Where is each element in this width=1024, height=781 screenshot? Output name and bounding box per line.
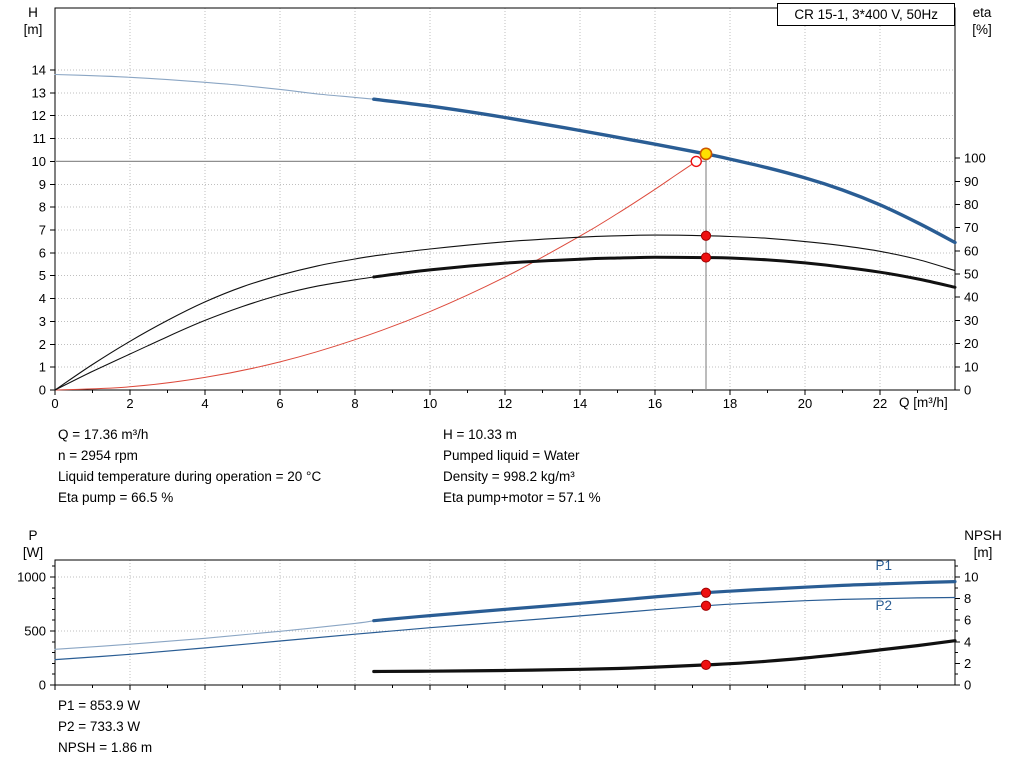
operating-data-left-column: Q = 17.36 m³/h n = 2954 rpm Liquid tempe… <box>58 424 321 508</box>
eta-axis-title-symbol: eta <box>972 5 992 20</box>
y-left-tick-label: 13 <box>32 85 46 100</box>
y-left-tick-label: 1 <box>39 360 46 375</box>
eta-axis-title: eta [%] <box>958 4 1006 38</box>
p2-point <box>700 600 712 611</box>
x-axis-tick-label: 6 <box>276 396 283 411</box>
eta-pump-motor-curve-min-flow <box>54 276 375 391</box>
eta-pump-motor-curve <box>372 255 957 289</box>
p1-curve-label: P1 <box>875 558 892 573</box>
y-right-tick-label: 60 <box>964 243 978 258</box>
operating-data-right-column: H = 10.33 m Pumped liquid = Water Densit… <box>443 424 601 508</box>
npsh-axis-title-symbol: NPSH <box>964 528 1002 543</box>
info-eta-pump-motor: Eta pump+motor = 57.1 % <box>443 490 601 505</box>
x-axis-tick-label: 4 <box>201 396 208 411</box>
y-left-tick-label: 7 <box>39 222 46 237</box>
y-right-tick-label: 90 <box>964 174 978 189</box>
y-right-tick-label: 10 <box>964 359 978 374</box>
y-right-tick-label: 70 <box>964 220 978 235</box>
y-left-tick-label: 3 <box>39 314 46 329</box>
x-axis-tick-label: 12 <box>498 396 512 411</box>
x-axis-tick-label: 20 <box>798 396 812 411</box>
info-flow: Q = 17.36 m³/h <box>58 427 149 442</box>
y-left-tick-label: 8 <box>39 200 46 215</box>
x-axis-tick-label: 14 <box>573 396 587 411</box>
y-right-tick-label: 80 <box>964 197 978 212</box>
eta-pump-curve <box>54 234 956 391</box>
h-axis-title: H [m] <box>12 4 54 38</box>
npsh-axis-title: NPSH [m] <box>950 527 1016 561</box>
y-left-tick-label: 11 <box>33 131 47 146</box>
p2-curve-label: P2 <box>875 598 892 613</box>
p-axis-title-symbol: P <box>28 528 38 543</box>
x-axis-tick-label: 2 <box>126 396 133 411</box>
requested-duty-point <box>690 155 702 168</box>
eta-pump-point <box>700 230 712 241</box>
p2-curve <box>54 596 956 661</box>
y-right-tick-label: 6 <box>964 613 971 628</box>
info-liquid: Pumped liquid = Water <box>443 448 580 463</box>
p1-curve <box>372 580 957 623</box>
info-p2: P2 = 733.3 W <box>58 719 141 734</box>
y-right-tick-label: 0 <box>964 678 971 693</box>
info-npsh: NPSH = 1.86 m <box>58 740 153 755</box>
x-axis-tick-label: 8 <box>351 396 358 411</box>
pump-model-label: CR 15-1, 3*400 V, 50Hz <box>777 3 955 26</box>
npsh-curve <box>372 639 957 674</box>
info-eta-pump: Eta pump = 66.5 % <box>58 490 174 505</box>
h-axis-title-unit: [m] <box>23 22 43 37</box>
head-curve-min-flow <box>54 73 375 100</box>
info-speed: n = 2954 rpm <box>58 448 138 463</box>
y-right-tick-label: 2 <box>964 656 971 671</box>
npsh-point <box>700 659 712 671</box>
power-data-column: P1 = 853.9 W P2 = 733.3 W NPSH = 1.86 m <box>58 695 152 758</box>
x-axis-tick-label: 0 <box>51 396 58 411</box>
y-left-tick-label: 5 <box>39 268 46 283</box>
y-right-tick-label: 10 <box>964 569 978 584</box>
x-axis-tick-label: 22 <box>873 396 887 411</box>
y-left-tick-label: 10 <box>32 154 46 169</box>
y-left-tick-label: 14 <box>32 62 46 77</box>
duty-point <box>699 147 713 161</box>
y-left-tick-label: 0 <box>39 678 46 693</box>
y-right-tick-label: 100 <box>964 151 986 166</box>
y-right-tick-label: 40 <box>964 290 978 305</box>
y-right-tick-label: 20 <box>964 336 978 351</box>
y-left-tick-label: 9 <box>39 177 46 192</box>
p1-point <box>700 587 712 598</box>
y-right-tick-label: 30 <box>964 313 978 328</box>
info-p1: P1 = 853.9 W <box>58 698 141 713</box>
y-left-tick-label: 500 <box>24 623 46 638</box>
npsh-axis-title-unit: [m] <box>973 545 993 560</box>
eta-pump-motor-point <box>700 252 712 263</box>
p-axis-title: P [W] <box>12 527 54 561</box>
p1-curve-min-flow <box>54 620 375 650</box>
y-left-tick-label: 2 <box>39 337 46 352</box>
y-right-tick-label: 8 <box>964 591 971 606</box>
x-axis-tick-label: 16 <box>648 396 662 411</box>
x-axis-tick-label: 10 <box>423 396 437 411</box>
y-left-tick-label: 4 <box>39 291 46 306</box>
y-left-tick-label: 0 <box>39 383 46 398</box>
y-left-tick-label: 6 <box>39 245 46 260</box>
y-left-tick-label: 12 <box>32 108 46 123</box>
info-head: H = 10.33 m <box>443 427 517 442</box>
eta-axis-title-unit: [%] <box>972 22 992 37</box>
info-density: Density = 998.2 kg/m³ <box>443 469 575 484</box>
system-curve <box>54 160 697 391</box>
y-right-tick-label: 50 <box>964 267 978 282</box>
y-left-tick-label: 1000 <box>17 569 46 584</box>
info-temperature: Liquid temperature during operation = 20… <box>58 469 322 484</box>
x-axis-tick-label: 18 <box>723 396 737 411</box>
q-axis-title: Q [m³/h] <box>899 395 948 410</box>
y-right-tick-label: 0 <box>964 383 971 398</box>
p-axis-title-unit: [W] <box>22 545 44 560</box>
y-right-tick-label: 4 <box>964 634 971 649</box>
head-curve <box>372 97 957 245</box>
h-axis-title-symbol: H <box>28 5 38 20</box>
